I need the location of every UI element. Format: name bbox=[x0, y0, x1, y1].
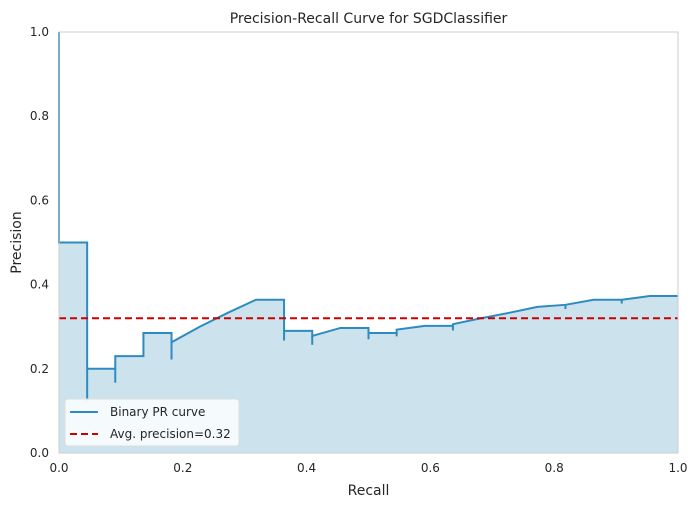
y-tick-label-2: 0.4 bbox=[30, 278, 49, 292]
legend-label-pr-curve: Binary PR curve bbox=[110, 405, 205, 419]
pr-curve-markers bbox=[86, 299, 623, 401]
pr-curve-fill bbox=[59, 32, 678, 453]
plot-area bbox=[58, 31, 679, 454]
y-tick-label-5: 1.0 bbox=[30, 25, 49, 39]
legend-label-avg-precision: Avg. precision=0.32 bbox=[110, 427, 231, 441]
plot-frame bbox=[58, 31, 679, 454]
x-tick-label-4: 0.8 bbox=[545, 461, 564, 475]
x-tick-label-0: 0.0 bbox=[49, 461, 68, 475]
y-axis-label: Precision bbox=[9, 211, 25, 273]
y-tick-label-3: 0.6 bbox=[30, 193, 49, 207]
x-axis-ticks: 0.0 0.2 0.4 0.6 0.8 1.0 bbox=[49, 461, 687, 475]
x-tick-label-2: 0.4 bbox=[297, 461, 316, 475]
x-axis-label: Recall bbox=[348, 483, 390, 499]
x-tick-label-1: 0.2 bbox=[173, 461, 192, 475]
chart-title: Precision-Recall Curve for SGDClassifier bbox=[230, 11, 508, 27]
legend: Binary PR curve Avg. precision=0.32 bbox=[64, 398, 240, 447]
y-tick-label-4: 0.8 bbox=[30, 109, 49, 123]
x-tick-label-5: 1.0 bbox=[668, 461, 687, 475]
y-tick-label-0: 0.0 bbox=[30, 446, 49, 460]
x-tick-label-3: 0.6 bbox=[421, 461, 440, 475]
y-tick-label-1: 0.2 bbox=[30, 362, 49, 376]
pr-curve-line bbox=[58, 32, 678, 370]
legend-box bbox=[64, 398, 240, 447]
y-axis-ticks: 0.0 0.2 0.4 0.6 0.8 1.0 bbox=[30, 25, 49, 460]
